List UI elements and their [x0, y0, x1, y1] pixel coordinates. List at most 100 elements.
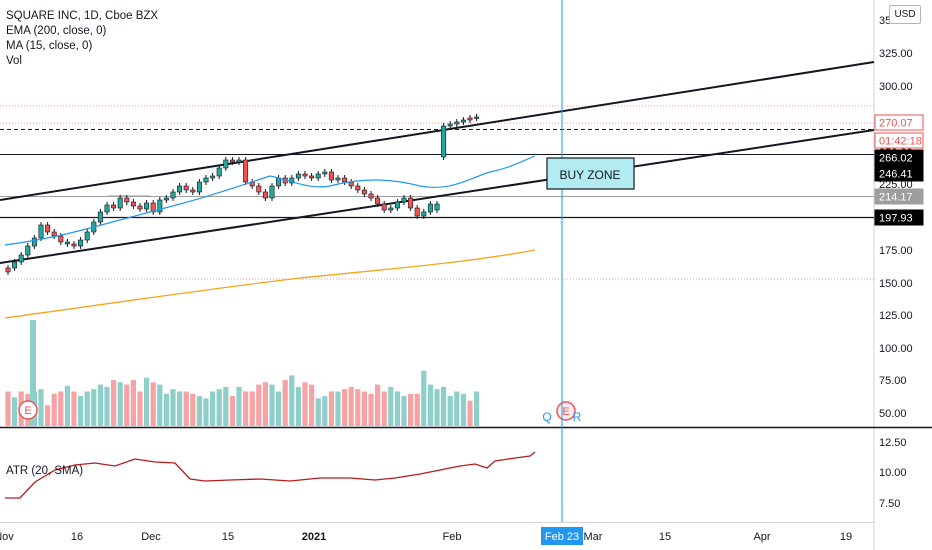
volume-bar	[388, 386, 394, 426]
candle	[381, 203, 387, 211]
candle	[328, 171, 334, 181]
candle	[210, 175, 216, 179]
price-axis-tick: 125.00	[879, 310, 913, 322]
currency-button[interactable]: USD	[889, 5, 921, 24]
volume-bar	[78, 396, 84, 426]
volume-bar	[71, 391, 77, 426]
price-label: 01:42:18	[874, 132, 924, 149]
volume-bar	[203, 398, 209, 426]
ema200-line	[4, 249, 536, 319]
volume-bar	[38, 389, 44, 426]
candle	[144, 202, 150, 210]
time-axis-label: 16	[71, 531, 83, 543]
volume-bar	[394, 391, 400, 426]
atr-axis-tick: 7.50	[879, 498, 900, 510]
candle	[421, 211, 427, 217]
candle	[315, 173, 321, 179]
earnings-event-icon	[18, 400, 38, 420]
volume-bar	[328, 391, 334, 426]
candle	[342, 177, 348, 183]
price-label-text: 266.02	[879, 153, 913, 165]
volume-bar	[309, 384, 315, 426]
price-label-text: 246.41	[879, 169, 913, 181]
candle	[368, 193, 374, 199]
time-axis-label: Nov	[0, 531, 14, 543]
volume-bar	[282, 380, 288, 426]
price-axis-tick: 325.00	[879, 48, 913, 60]
volume-bar	[150, 382, 156, 426]
price-label-box	[874, 114, 924, 131]
channel-lower-line	[0, 129, 875, 264]
vol-legend: Vol	[6, 55, 22, 67]
price-label-box	[874, 149, 924, 166]
earnings-event-icon-label: E	[562, 406, 569, 418]
price-label: 214.17	[874, 188, 924, 205]
candle	[401, 197, 407, 203]
price-label: 266.02	[874, 149, 924, 166]
volume-bar	[196, 396, 202, 426]
candle	[216, 167, 222, 177]
candle	[454, 121, 460, 125]
channel-upper-line	[0, 61, 875, 201]
candle	[51, 231, 57, 237]
candle	[394, 201, 400, 209]
volume-bar	[256, 384, 262, 426]
volume-bar	[348, 386, 354, 426]
volume-bar	[335, 391, 341, 426]
candle	[104, 204, 110, 213]
volume-bar	[236, 386, 242, 426]
volume-bar	[434, 389, 440, 426]
atr-axis-tick: 10.00	[879, 467, 907, 479]
price-label-text: 270.07	[879, 118, 913, 130]
candle	[31, 237, 37, 247]
candle	[196, 181, 202, 193]
time-axis-label: 15	[222, 531, 234, 543]
volume-bar	[408, 393, 414, 426]
buy-zone-box	[546, 157, 635, 190]
candle	[170, 191, 176, 199]
candle	[309, 175, 315, 179]
volume-bar	[84, 391, 90, 426]
ma-legend: MA (15, close, 0)	[6, 40, 93, 52]
price-label: 270.07	[874, 114, 924, 131]
price-label-text: 197.93	[879, 213, 913, 225]
time-axis-label: Mar	[584, 531, 603, 543]
volume-bar	[368, 393, 374, 426]
candle	[157, 199, 163, 213]
atr-legend: ATR (20, SMA)	[6, 465, 84, 477]
volume-bar	[276, 391, 282, 426]
volume-bar	[447, 396, 453, 426]
candle	[12, 261, 18, 269]
buy-zone-label: BUY ZONE	[559, 168, 620, 182]
volume-bar	[177, 391, 183, 426]
candle	[295, 173, 301, 179]
price-axis-tick: 175.00	[879, 245, 913, 257]
volume-bar	[163, 393, 169, 426]
volume-bar	[381, 391, 387, 426]
symbol-title: SQUARE INC, 1D, Cboe BZX	[6, 10, 159, 22]
candle	[177, 185, 183, 193]
candle	[163, 197, 169, 201]
volume-bar	[229, 396, 235, 426]
volume-bar	[45, 405, 51, 426]
candle	[78, 239, 84, 247]
candle	[45, 224, 51, 233]
volume-bar	[249, 391, 255, 426]
candle	[38, 224, 44, 239]
volume-bar	[216, 389, 222, 426]
volume-bar	[117, 382, 123, 426]
candle	[97, 211, 103, 223]
candle	[335, 177, 341, 181]
q-marker: Q	[542, 410, 551, 424]
candle	[130, 201, 136, 207]
atr-line	[5, 451, 536, 499]
volume-bar	[137, 391, 143, 426]
volume-bar	[289, 375, 295, 426]
price-label: 246.41	[874, 165, 924, 182]
candle	[269, 185, 275, 199]
candle	[25, 245, 31, 256]
volume-bar	[401, 396, 407, 426]
price-axis-tick: 225.00	[879, 179, 913, 191]
volume-bar	[5, 391, 11, 426]
